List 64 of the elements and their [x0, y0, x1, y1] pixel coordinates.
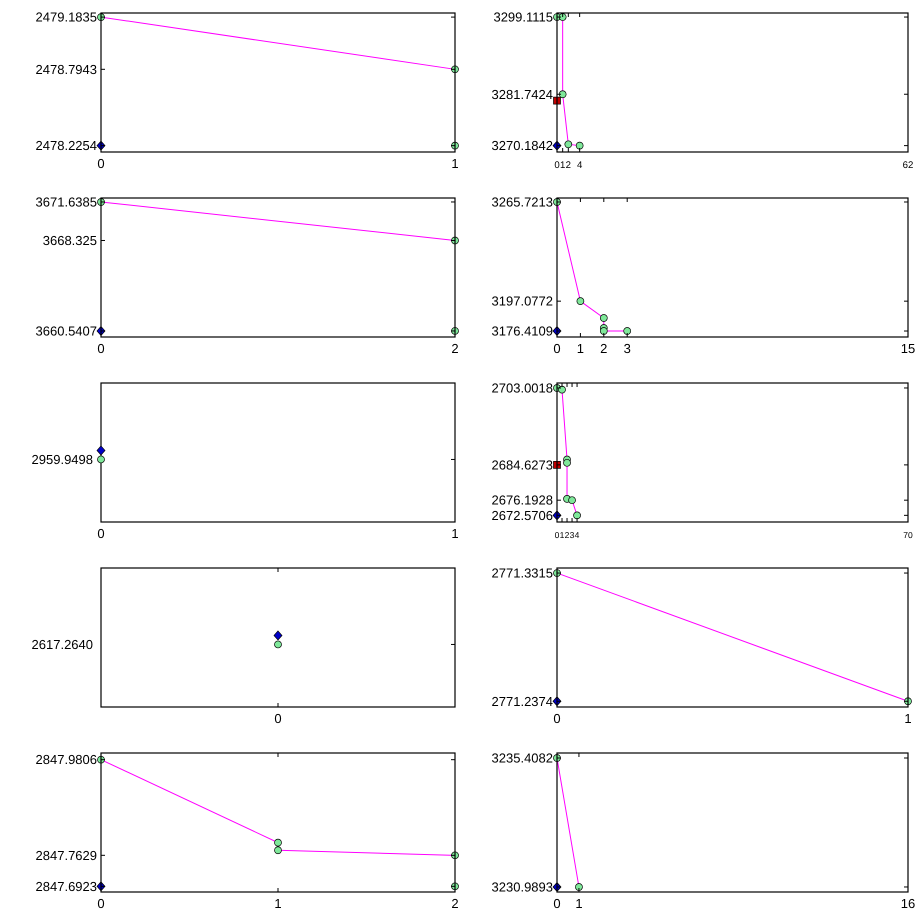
- x-tick-label: 1: [560, 160, 566, 171]
- x-tick-label: 2: [564, 530, 570, 540]
- point: [558, 90, 567, 98]
- point: [568, 496, 576, 504]
- x-tick-label: 15: [900, 341, 916, 356]
- text: 2617.2640: [32, 637, 93, 652]
- x-tick-label: 1: [575, 896, 583, 911]
- x-tick-label: 0: [97, 156, 105, 171]
- y-tick-label: 2703.0018: [492, 380, 553, 396]
- y-tick-label: 3660.5407: [36, 324, 97, 338]
- y-tick-label: 2479.1835: [36, 10, 97, 25]
- x-tick-label: 1: [576, 341, 584, 356]
- x-tick-label: 70: [903, 530, 913, 540]
- x-tick-label: 4: [576, 160, 583, 171]
- y-tick-label: 3265.7213: [492, 194, 553, 210]
- x-tick-label: 0: [554, 160, 560, 171]
- y-tick-label: 2847.6923: [36, 878, 97, 894]
- point: [576, 142, 584, 150]
- x-tick-label: 16: [900, 896, 916, 911]
- y-tick-label: 3671.6385: [36, 194, 97, 210]
- y-tick-label: 3668.325: [42, 233, 97, 248]
- y-tick-label: 2478.7943: [36, 62, 97, 77]
- y-tick-label: 2676.1928: [492, 492, 553, 508]
- x-tick-label: 3: [624, 341, 631, 356]
- x-tick-label: 1: [560, 530, 565, 540]
- point: [573, 511, 581, 520]
- point: [576, 297, 584, 306]
- x-tick-label: 1: [274, 896, 282, 911]
- point: [623, 327, 632, 335]
- x-tick-label: 0: [97, 896, 105, 911]
- x-tick-label: 2: [600, 341, 608, 356]
- y-tick-label: 3176.4109: [492, 324, 553, 339]
- y-tick-label: 3299.1115: [493, 10, 553, 25]
- y-tick-label: 2771.3315: [492, 566, 553, 581]
- text: 2959.9498: [32, 452, 93, 467]
- x-tick-label: 3: [570, 530, 575, 540]
- point: [564, 140, 572, 148]
- x-tick-label: 4: [574, 530, 580, 540]
- x-tick-label: 0: [97, 341, 105, 356]
- x-tick-label: 0: [553, 341, 561, 356]
- y-tick-label: 3230.9893: [492, 880, 553, 895]
- point: [274, 846, 282, 854]
- x-tick-label: 1: [451, 156, 459, 171]
- x-tick-label: 2: [566, 160, 571, 171]
- y-tick-label: 2847.9806: [36, 752, 97, 768]
- y-tick-label: 2771.2374: [492, 694, 553, 709]
- y-tick-label: 3235.4082: [492, 750, 553, 766]
- y-tick-label: 3281.7424: [492, 86, 553, 102]
- y-tick-label: 2672.5706: [492, 508, 553, 523]
- y-tick-label: 2478.2254: [36, 138, 97, 154]
- point: [600, 327, 608, 335]
- x-tick-label: 0: [553, 896, 561, 911]
- point: [558, 386, 566, 394]
- y-tick-label: 3270.1842: [492, 138, 553, 154]
- point: [600, 314, 608, 322]
- point: [563, 458, 571, 467]
- point: [274, 838, 282, 846]
- y-tick-label: 2847.7629: [36, 848, 97, 863]
- x-tick-label: 0: [554, 530, 560, 540]
- x-tick-label: 2: [451, 341, 459, 356]
- y-tick-label: 3197.0772: [492, 294, 553, 309]
- y-tick-label: 2684.6273: [492, 457, 553, 472]
- x-tick-label: 62: [902, 160, 914, 171]
- x-tick-label: 2: [451, 896, 459, 911]
